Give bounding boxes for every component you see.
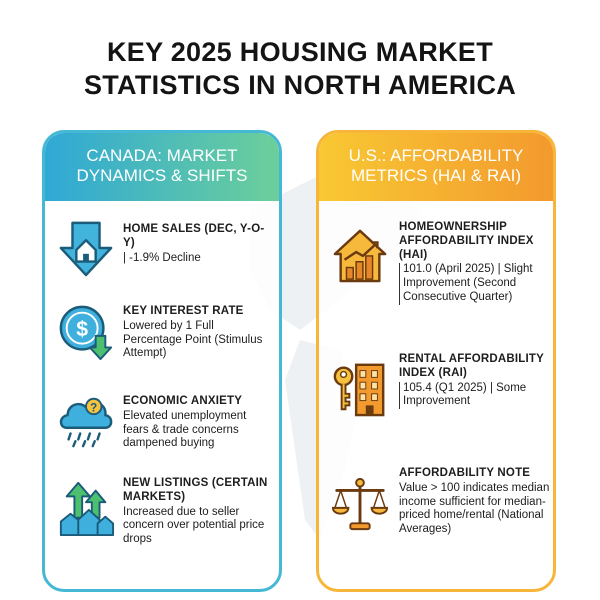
key-building-icon <box>333 363 385 417</box>
home-sales-desc: | -1.9% Decline <box>123 251 201 264</box>
rai-title: RENTAL AFFORDABILITY INDEX (RAI) <box>399 353 544 379</box>
storm-cloud-question-icon: ? <box>59 397 113 448</box>
us-card: U.S.: AFFORDABILITY METRICS (HAI & RAI) … <box>316 130 556 592</box>
houses-up-arrows-icon <box>59 481 115 537</box>
affordability-note-desc: Value > 100 indicates median income suff… <box>399 481 550 536</box>
house-chart-icon <box>333 229 387 283</box>
economic-anxiety-title: ECONOMIC ANXIETY <box>123 395 243 407</box>
interest-rate-desc: Lowered by 1 Full Percentage Point (Stim… <box>123 319 263 360</box>
rai-desc: 105.4 (Q1 2025) | Some Improvement <box>399 381 551 410</box>
balance-scale-icon <box>331 477 389 531</box>
svg-text:?: ? <box>90 401 97 414</box>
us-card-header: U.S.: AFFORDABILITY METRICS (HAI & RAI) <box>319 133 553 201</box>
new-listings-desc: Increased due to seller concern over pot… <box>123 505 265 546</box>
canada-header-line-1: CANADA: MARKET <box>86 146 238 165</box>
svg-text:$: $ <box>76 317 88 341</box>
hai-title: HOMEOWNERSHIP AFFORDABILITY INDEX (HAI) <box>399 221 534 261</box>
dollar-down-arrow-icon: $ <box>59 305 113 361</box>
title-line-2: STATISTICS IN NORTH AMERICA <box>83 70 517 100</box>
house-down-arrow-icon <box>59 221 113 277</box>
page-title: KEY 2025 HOUSING MARKET STATISTICS IN NO… <box>0 36 600 102</box>
economic-anxiety-desc: Elevated unemployment fears & trade conc… <box>123 409 247 450</box>
new-listings-title: NEW LISTINGS (CERTAIN MARKETS) <box>123 477 268 503</box>
hai-desc: 101.0 (April 2025) | Slight Improvement … <box>399 263 551 305</box>
canada-card: CANADA: MARKET DYNAMICS & SHIFTS HOME SA… <box>42 130 282 592</box>
us-header-line-2: METRICS (HAI & RAI) <box>350 166 521 185</box>
us-header-line-1: U.S.: AFFORDABILITY <box>348 146 524 165</box>
home-sales-title: HOME SALES (DEC, Y-O-Y) <box>123 223 265 249</box>
canada-header-line-2: DYNAMICS & SHIFTS <box>76 166 248 185</box>
affordability-note-title: AFFORDABILITY NOTE <box>399 467 531 479</box>
canada-card-header: CANADA: MARKET DYNAMICS & SHIFTS <box>45 133 279 201</box>
interest-rate-title: KEY INTEREST RATE <box>123 305 244 317</box>
title-line-1: KEY 2025 HOUSING MARKET <box>107 37 493 67</box>
